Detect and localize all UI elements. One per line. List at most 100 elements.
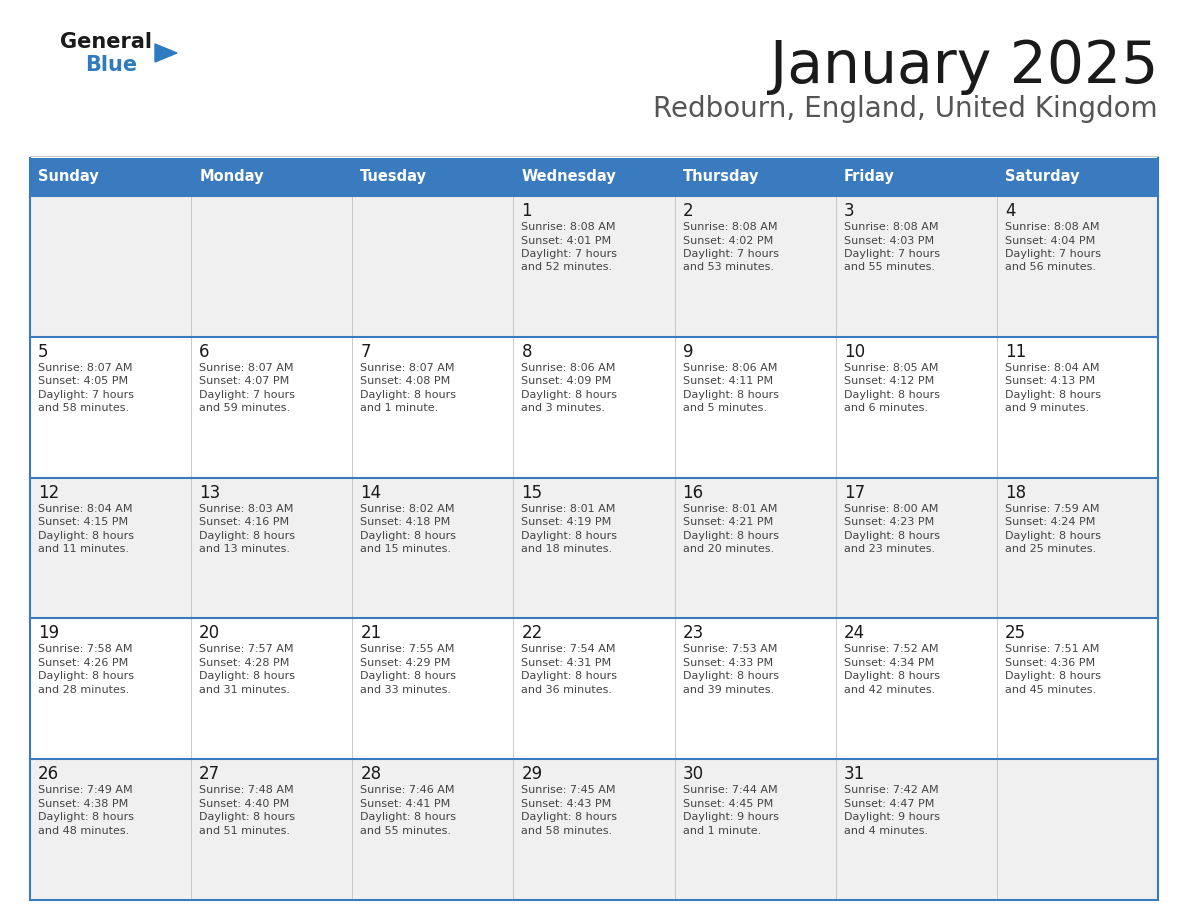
Text: Daylight: 8 hours: Daylight: 8 hours [522,390,618,400]
Text: Sunrise: 7:53 AM: Sunrise: 7:53 AM [683,644,777,655]
Text: Daylight: 7 hours: Daylight: 7 hours [1005,249,1101,259]
Text: Sunset: 4:28 PM: Sunset: 4:28 PM [200,658,290,668]
Text: Daylight: 8 hours: Daylight: 8 hours [38,671,134,681]
Text: 18: 18 [1005,484,1026,501]
Text: 20: 20 [200,624,220,643]
Bar [513,196,675,337]
Text: and 52 minutes.: and 52 minutes. [522,263,613,273]
Text: 17: 17 [843,484,865,501]
Text: 4: 4 [1005,202,1016,220]
Bar [997,477,1158,619]
Text: and 11 minutes.: and 11 minutes. [38,544,129,554]
Bar [353,619,513,759]
Text: Saturday: Saturday [1005,170,1080,185]
Text: Tuesday: Tuesday [360,170,428,185]
Text: Sunset: 4:23 PM: Sunset: 4:23 PM [843,517,934,527]
Text: and 6 minutes.: and 6 minutes. [843,403,928,413]
Bar [675,337,835,477]
Text: and 36 minutes.: and 36 minutes. [522,685,613,695]
Text: 13: 13 [200,484,221,501]
Text: and 23 minutes.: and 23 minutes. [843,544,935,554]
Bar [30,759,191,900]
Text: Sunset: 4:03 PM: Sunset: 4:03 PM [843,236,934,245]
Text: Sunset: 4:05 PM: Sunset: 4:05 PM [38,376,128,386]
Text: Daylight: 8 hours: Daylight: 8 hours [200,671,295,681]
Text: Sunrise: 7:59 AM: Sunrise: 7:59 AM [1005,504,1099,513]
Bar [835,759,997,900]
Text: Sunset: 4:16 PM: Sunset: 4:16 PM [200,517,289,527]
Text: Sunrise: 8:06 AM: Sunrise: 8:06 AM [683,363,777,373]
Bar [675,619,835,759]
Text: 22: 22 [522,624,543,643]
Text: Daylight: 8 hours: Daylight: 8 hours [360,671,456,681]
Text: Daylight: 9 hours: Daylight: 9 hours [683,812,778,823]
Bar [675,759,835,900]
Bar [513,619,675,759]
Text: Daylight: 8 hours: Daylight: 8 hours [683,390,778,400]
Text: Sunrise: 7:44 AM: Sunrise: 7:44 AM [683,785,777,795]
Bar [191,619,353,759]
Text: and 58 minutes.: and 58 minutes. [522,825,613,835]
Text: Sunset: 4:24 PM: Sunset: 4:24 PM [1005,517,1095,527]
Bar [191,158,353,196]
Bar [513,158,675,196]
Text: Sunset: 4:38 PM: Sunset: 4:38 PM [38,799,128,809]
Text: Sunrise: 8:05 AM: Sunrise: 8:05 AM [843,363,939,373]
Text: and 33 minutes.: and 33 minutes. [360,685,451,695]
Bar [675,158,835,196]
Text: Sunset: 4:01 PM: Sunset: 4:01 PM [522,236,612,245]
Bar [353,477,513,619]
Text: and 51 minutes.: and 51 minutes. [200,825,290,835]
Text: Sunrise: 7:48 AM: Sunrise: 7:48 AM [200,785,293,795]
Text: 2: 2 [683,202,693,220]
Text: Sunrise: 8:04 AM: Sunrise: 8:04 AM [38,504,133,513]
Text: and 1 minute.: and 1 minute. [360,403,438,413]
Text: Sunrise: 7:52 AM: Sunrise: 7:52 AM [843,644,939,655]
Bar [997,619,1158,759]
Text: Daylight: 8 hours: Daylight: 8 hours [360,531,456,541]
Text: Sunset: 4:08 PM: Sunset: 4:08 PM [360,376,450,386]
Text: Sunset: 4:15 PM: Sunset: 4:15 PM [38,517,128,527]
Text: 25: 25 [1005,624,1026,643]
Text: 19: 19 [38,624,59,643]
Bar [353,196,513,337]
Text: and 55 minutes.: and 55 minutes. [843,263,935,273]
Text: and 25 minutes.: and 25 minutes. [1005,544,1097,554]
Text: Monday: Monday [200,170,264,185]
Text: Daylight: 8 hours: Daylight: 8 hours [200,531,295,541]
Text: Daylight: 8 hours: Daylight: 8 hours [843,390,940,400]
Text: 26: 26 [38,766,59,783]
Text: Daylight: 8 hours: Daylight: 8 hours [360,812,456,823]
Text: Sunrise: 8:08 AM: Sunrise: 8:08 AM [843,222,939,232]
Bar [353,337,513,477]
Bar [353,158,513,196]
Text: 23: 23 [683,624,703,643]
Bar [835,477,997,619]
Text: Sunset: 4:09 PM: Sunset: 4:09 PM [522,376,612,386]
Text: Sunday: Sunday [38,170,99,185]
Text: and 4 minutes.: and 4 minutes. [843,825,928,835]
Bar [191,337,353,477]
Text: Daylight: 7 hours: Daylight: 7 hours [200,390,295,400]
Text: Friday: Friday [843,170,895,185]
Text: Sunset: 4:07 PM: Sunset: 4:07 PM [200,376,290,386]
Text: and 3 minutes.: and 3 minutes. [522,403,606,413]
Text: Sunrise: 8:08 AM: Sunrise: 8:08 AM [1005,222,1099,232]
Text: 16: 16 [683,484,703,501]
Text: Sunrise: 7:51 AM: Sunrise: 7:51 AM [1005,644,1099,655]
Text: 24: 24 [843,624,865,643]
Bar [997,759,1158,900]
Text: Daylight: 8 hours: Daylight: 8 hours [843,671,940,681]
Text: Daylight: 8 hours: Daylight: 8 hours [843,531,940,541]
Text: Sunrise: 8:07 AM: Sunrise: 8:07 AM [38,363,133,373]
Text: Sunset: 4:04 PM: Sunset: 4:04 PM [1005,236,1095,245]
Text: 1: 1 [522,202,532,220]
Bar [997,158,1158,196]
Text: Sunset: 4:45 PM: Sunset: 4:45 PM [683,799,773,809]
Text: Redbourn, England, United Kingdom: Redbourn, England, United Kingdom [653,95,1158,123]
Text: and 58 minutes.: and 58 minutes. [38,403,129,413]
Bar [513,337,675,477]
Text: Daylight: 7 hours: Daylight: 7 hours [843,249,940,259]
Text: Sunset: 4:33 PM: Sunset: 4:33 PM [683,658,772,668]
Text: and 1 minute.: and 1 minute. [683,825,760,835]
